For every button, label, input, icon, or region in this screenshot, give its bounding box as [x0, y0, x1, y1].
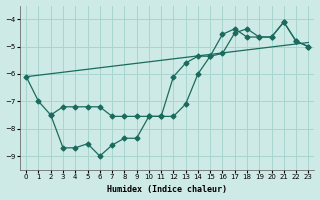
- X-axis label: Humidex (Indice chaleur): Humidex (Indice chaleur): [107, 185, 227, 194]
